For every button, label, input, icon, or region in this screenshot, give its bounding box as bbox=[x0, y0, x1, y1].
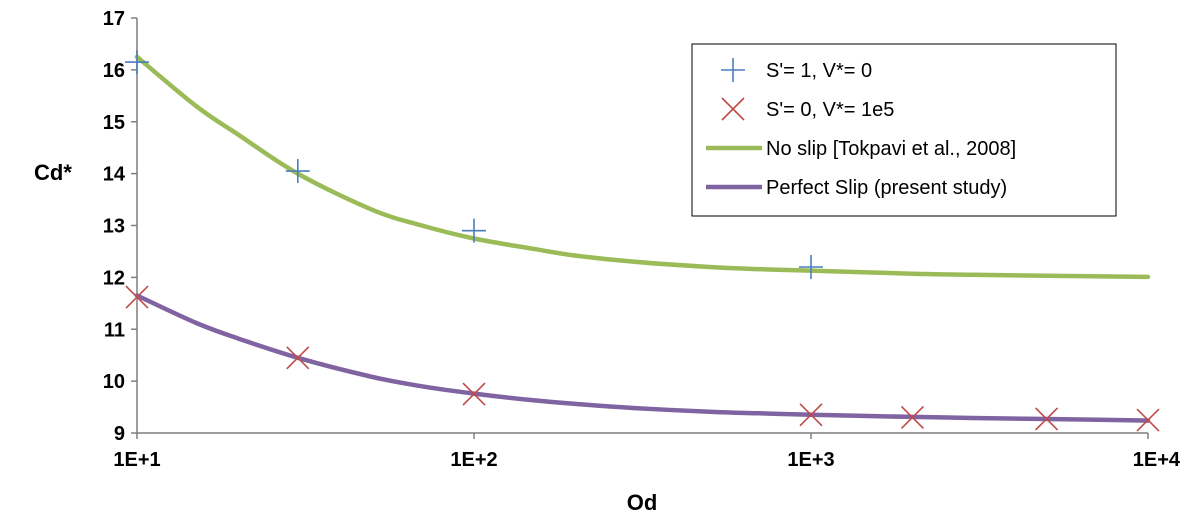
y-axis-title: Cd* bbox=[34, 160, 72, 185]
x-tick-label: 1E+1 bbox=[113, 449, 160, 471]
data-point-1-6 bbox=[1136, 408, 1160, 432]
data-point-1-3 bbox=[799, 403, 823, 427]
y-tick-label: 11 bbox=[104, 319, 125, 341]
series-line-2 bbox=[134, 54, 1151, 280]
data-point-1-4 bbox=[900, 405, 925, 430]
legend-box bbox=[691, 43, 1117, 217]
plot-lines bbox=[134, 54, 1151, 423]
y-tick-label: 10 bbox=[103, 371, 125, 393]
data-point-1-2 bbox=[462, 382, 486, 406]
legend-label: No slip [Tokpavi et al., 2008] bbox=[766, 138, 1016, 160]
legend-symbol-1 bbox=[721, 97, 745, 121]
legend-label: S'= 1, V*= 0 bbox=[766, 60, 872, 82]
x-tick-label: 1E+2 bbox=[450, 449, 497, 471]
y-ticks: 9 10 11 12 13 14 15 16 17 bbox=[103, 8, 137, 445]
x-ticks: 1E+1 1E+2 1E+3 1E+4 bbox=[113, 433, 1181, 471]
data-point-1-0 bbox=[125, 285, 149, 309]
x-axis-title: Od bbox=[627, 490, 658, 515]
x-tick-label: 1E+4 bbox=[1133, 449, 1181, 471]
y-tick-label: 9 bbox=[114, 423, 125, 445]
y-tick-label: 17 bbox=[103, 8, 125, 30]
data-point-0-0 bbox=[125, 50, 149, 75]
y-tick-label: 16 bbox=[103, 60, 125, 82]
plot-markers bbox=[125, 50, 1160, 432]
y-tick-label: 15 bbox=[103, 112, 125, 134]
legend-symbol-0 bbox=[721, 58, 745, 82]
data-point-1-5 bbox=[1034, 407, 1059, 431]
y-tick-label: 13 bbox=[103, 216, 125, 238]
y-tick-label: 14 bbox=[103, 164, 126, 186]
y-tick-label: 12 bbox=[103, 267, 125, 289]
data-point-0-1 bbox=[285, 159, 310, 184]
legend-label: Perfect Slip (present study) bbox=[766, 177, 1007, 199]
data-point-0-3 bbox=[799, 255, 823, 279]
legend: S'= 1, V*= 0 S'= 0, V*= 1e5 No slip [Tokpa… bbox=[691, 43, 1117, 217]
series-line-3 bbox=[134, 293, 1151, 423]
x-tick-label: 1E+3 bbox=[787, 449, 834, 471]
legend-label: S'= 0, V*= 1e5 bbox=[766, 99, 894, 121]
data-point-0-2 bbox=[462, 218, 486, 243]
data-point-1-1 bbox=[286, 346, 310, 370]
